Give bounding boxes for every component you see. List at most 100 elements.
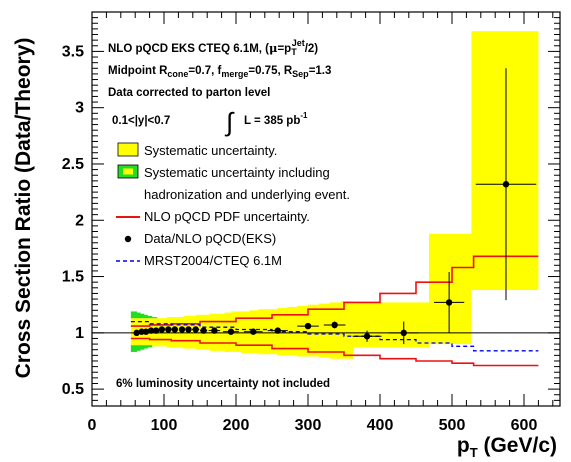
data-point-marker	[445, 299, 453, 306]
systematic-band-bin	[267, 309, 278, 355]
annotation-theory: NLO pQCD EKS CTEQ 6.1M, (μ=pTJet/2)	[108, 38, 318, 57]
systematic-band-bin	[471, 31, 539, 291]
x-tick-label: 300	[295, 417, 322, 434]
data-point	[200, 327, 208, 334]
data-points	[133, 68, 537, 345]
mrst-ratio-line	[130, 320, 539, 352]
data-point-marker	[250, 328, 257, 335]
data-point	[388, 321, 419, 345]
legend-label-hadronization-2: hadronization and underlying event.	[144, 187, 350, 202]
y-tick-label: 3.5	[62, 43, 84, 60]
data-point-marker	[171, 326, 178, 333]
data-point-marker	[185, 326, 192, 333]
hadronization-band-bin	[136, 345, 141, 351]
legend-swatch-hadronization-inner	[123, 168, 133, 175]
data-point	[185, 326, 192, 333]
x-tick-label: 600	[511, 417, 538, 434]
legend-label-pdf: NLO pQCD PDF uncertainty.	[144, 209, 310, 224]
annotation-luminosity: L = 385 pb-1	[244, 111, 308, 127]
legend-label-systematic: Systematic uncertainty.	[144, 143, 277, 158]
x-axis-label: pT (GeV/c)	[457, 434, 557, 460]
systematic-band-bin	[156, 318, 163, 347]
systematic-band-bin	[318, 303, 330, 358]
y-tick-label: 3	[75, 100, 84, 117]
hadronization-band-bin	[147, 315, 153, 319]
data-point	[323, 321, 346, 329]
data-point-marker	[158, 326, 166, 333]
data-point-marker	[152, 327, 160, 334]
y-tick-label: 2.5	[62, 156, 84, 173]
data-point	[208, 327, 221, 334]
integral-sign: ∫	[224, 107, 235, 137]
data-point-marker	[331, 321, 338, 329]
legend-swatch-systematic	[117, 142, 139, 157]
legend-label-mrst: MRST2004/CTEQ 6.1M	[144, 253, 282, 268]
data-point	[267, 327, 288, 334]
data-point-marker	[133, 329, 140, 337]
y-axis-label: Cross Section Ratio (Data/Theory)	[12, 38, 35, 379]
systematic-band-bin	[428, 233, 472, 345]
x-tick-label: 200	[223, 417, 250, 434]
systematic-band-bin	[352, 302, 429, 348]
hadronization-band-bin	[130, 345, 138, 352]
annotation-correction: Data corrected to parton level	[108, 87, 270, 99]
data-point	[171, 326, 178, 333]
data-point	[165, 326, 172, 333]
hadronization-band-bin	[136, 312, 141, 319]
x-tick-label: 500	[439, 417, 466, 434]
data-point	[297, 322, 319, 330]
data-point-marker	[147, 327, 155, 334]
annotations: NLO pQCD EKS CTEQ 6.1M, (μ=pTJet/2) Midp…	[108, 38, 331, 390]
y-tick-label: 1.5	[62, 269, 84, 286]
data-point-marker	[400, 329, 407, 337]
hadronization-band-bin	[151, 317, 158, 319]
data-point-marker	[200, 327, 207, 334]
annotation-rapidity: 0.1<|y|<0.7	[112, 115, 170, 127]
data-point	[142, 328, 150, 335]
annotation-algorithm: Midpoint Rcone=0.7, fmerge=0.75, RSep=1.…	[108, 65, 331, 79]
systematic-band-bin	[189, 315, 197, 349]
x-tick-label: 0	[88, 417, 97, 434]
data-point-marker	[502, 181, 510, 188]
y-tick-label: 2	[75, 212, 84, 229]
pdf-band-lower	[130, 337, 539, 367]
data-point	[133, 329, 140, 337]
x-tick-label: 400	[367, 417, 394, 434]
hadronization-band-bin	[143, 314, 148, 319]
data-point	[352, 330, 382, 342]
mrst-curve	[130, 320, 539, 352]
legend-marker-data	[124, 235, 132, 243]
y-tick-label: 1	[75, 325, 84, 342]
data-point-marker	[165, 326, 172, 333]
data-point	[147, 327, 155, 334]
data-point	[223, 328, 239, 335]
data-point	[475, 68, 537, 301]
systematic-band-bin	[258, 309, 269, 355]
systematic-band-bin	[195, 314, 203, 350]
data-point-marker	[274, 327, 281, 334]
data-point-marker	[178, 326, 186, 333]
systematic-band-bin	[183, 315, 190, 349]
data-point-marker	[192, 326, 199, 333]
y-tick-label: 0.5	[62, 381, 84, 398]
legend-label-data: Data/NLO pQCD(EKS)	[144, 231, 276, 246]
data-point-marker	[211, 327, 218, 334]
data-point-marker	[142, 328, 150, 335]
data-point-marker	[363, 333, 371, 340]
data-point	[178, 326, 186, 333]
systematic-band-bin	[329, 302, 342, 359]
axis-ticks: 0 100 200 300 400 500 600 0.5 1 1.5 2 2.5 3 3.5	[62, 12, 560, 434]
x-tick-label: 100	[151, 417, 178, 434]
systematic-band-bin	[216, 313, 225, 351]
hadronization-band	[130, 311, 158, 352]
systematic-band-bin	[241, 311, 251, 354]
plot-area	[92, 31, 560, 367]
hadronization-band-bin	[143, 345, 148, 349]
hadronization-band-bin	[130, 311, 138, 319]
legend: Systematic uncertainty. Systematic uncer…	[116, 142, 350, 268]
data-point	[434, 272, 465, 333]
data-point-marker	[227, 328, 235, 335]
data-point	[152, 327, 160, 334]
systematic-band-bin	[161, 318, 168, 347]
